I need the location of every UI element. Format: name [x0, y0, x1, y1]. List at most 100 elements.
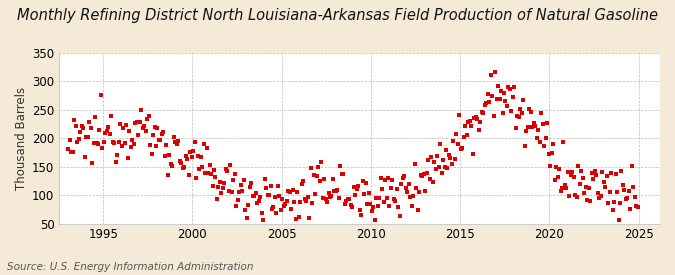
Point — [454, 113, 465, 117]
Point — [394, 214, 405, 218]
Point — [632, 205, 643, 209]
Point — [491, 97, 502, 101]
Point — [143, 114, 154, 118]
Point — [106, 114, 117, 119]
Point — [140, 128, 151, 133]
Point — [101, 128, 112, 133]
Point — [348, 185, 359, 190]
Point — [577, 175, 588, 180]
Point — [244, 185, 255, 189]
Point — [604, 190, 615, 194]
Point — [234, 190, 244, 195]
Point — [618, 183, 628, 188]
Point — [527, 125, 538, 129]
Point — [402, 190, 412, 194]
Point — [326, 194, 337, 198]
Point — [191, 176, 202, 180]
Point — [601, 174, 612, 178]
Point — [481, 101, 491, 106]
Point — [85, 125, 96, 130]
Point — [341, 198, 352, 203]
Point — [489, 70, 500, 74]
Point — [542, 121, 553, 125]
Point — [225, 163, 236, 167]
Point — [612, 190, 622, 194]
Point — [148, 133, 159, 138]
Point — [378, 200, 389, 204]
Point — [159, 154, 170, 158]
Point — [368, 205, 379, 209]
Point — [195, 155, 206, 160]
Point — [411, 186, 422, 190]
Point — [404, 182, 414, 186]
Point — [353, 184, 364, 188]
Point — [184, 173, 194, 178]
Point — [539, 143, 549, 148]
Point — [320, 197, 331, 201]
Point — [103, 125, 114, 130]
Point — [295, 199, 306, 204]
Point — [313, 165, 323, 169]
Point — [626, 164, 637, 169]
Point — [306, 201, 317, 205]
Point — [432, 154, 443, 158]
Point — [94, 128, 105, 133]
Point — [155, 138, 166, 142]
Point — [381, 195, 392, 200]
Point — [146, 152, 157, 156]
Point — [485, 73, 496, 77]
Point — [223, 189, 234, 194]
Point — [529, 120, 539, 125]
Point — [289, 200, 300, 205]
Point — [502, 104, 512, 108]
Point — [301, 199, 312, 203]
Point — [213, 185, 224, 190]
Point — [579, 190, 590, 195]
Point — [390, 199, 401, 203]
Point — [283, 189, 294, 194]
Point — [97, 146, 108, 150]
Point — [264, 192, 275, 197]
Point — [603, 201, 614, 205]
Point — [107, 139, 118, 144]
Point — [472, 117, 483, 121]
Point — [356, 213, 367, 217]
Point — [597, 170, 608, 175]
Point — [497, 111, 508, 116]
Point — [495, 89, 506, 93]
Point — [535, 140, 545, 144]
Point — [344, 196, 355, 201]
Point — [424, 177, 435, 181]
Point — [232, 197, 243, 202]
Point — [311, 174, 322, 178]
Point — [364, 202, 375, 206]
Point — [396, 182, 407, 187]
Point — [628, 185, 639, 189]
Point — [400, 186, 411, 190]
Point — [518, 98, 529, 102]
Point — [163, 173, 173, 177]
Point — [196, 165, 207, 170]
Point — [115, 122, 126, 126]
Point — [112, 153, 123, 157]
Point — [482, 92, 493, 96]
Point — [188, 149, 198, 153]
Point — [562, 170, 573, 174]
Point — [470, 114, 481, 119]
Point — [585, 199, 595, 203]
Point — [620, 197, 631, 201]
Point — [560, 183, 570, 188]
Point — [525, 110, 536, 114]
Point — [467, 152, 478, 156]
Point — [237, 188, 248, 193]
Point — [327, 177, 338, 182]
Point — [537, 122, 548, 127]
Point — [231, 204, 242, 208]
Point — [487, 94, 497, 98]
Point — [308, 173, 319, 177]
Point — [161, 143, 172, 148]
Point — [329, 189, 340, 193]
Point — [182, 157, 192, 161]
Point — [567, 170, 578, 174]
Point — [625, 207, 636, 212]
